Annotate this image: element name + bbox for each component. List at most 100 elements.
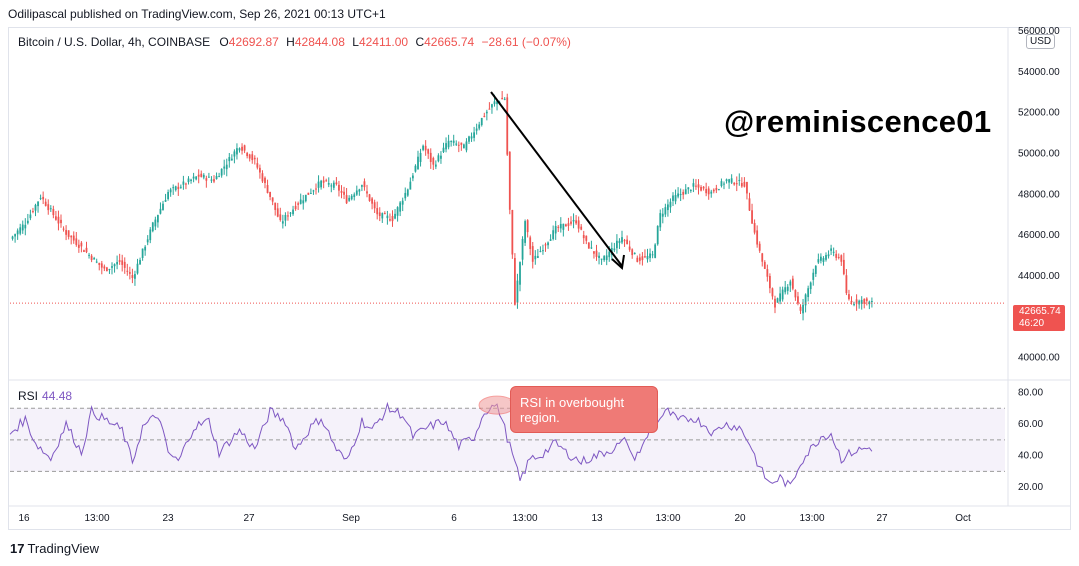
candle-body	[608, 251, 611, 258]
candle-body	[131, 275, 134, 278]
candle-body	[205, 178, 208, 181]
candle-body	[758, 243, 761, 251]
candle-body	[95, 261, 98, 263]
candle-body	[616, 240, 618, 249]
candle-body	[825, 255, 827, 260]
candle-body	[858, 300, 861, 305]
candle-body	[427, 149, 430, 154]
candle-body	[485, 111, 488, 114]
candle-body	[259, 167, 261, 173]
candle-body	[363, 181, 366, 188]
change-value: −28.61 (−0.07%)	[481, 35, 571, 49]
candle-body	[656, 225, 659, 245]
trend-arrow-line	[490, 91, 623, 267]
candle-body	[42, 196, 45, 200]
time-tick-label: Oct	[955, 513, 971, 524]
candle-body	[674, 195, 677, 202]
time-tick-label: 16	[18, 513, 30, 524]
candle-body	[174, 186, 177, 191]
candle-body	[355, 190, 358, 195]
candle-body	[649, 253, 651, 258]
tradingview-footer[interactable]: 17 TradingView	[10, 541, 99, 556]
candle-body	[401, 200, 404, 205]
candle-body	[842, 259, 845, 275]
candle-body	[718, 189, 720, 191]
candle-body	[172, 187, 175, 189]
candle-body	[524, 221, 526, 243]
close-label: C	[415, 35, 425, 49]
candle-body	[804, 294, 807, 306]
candle-body	[233, 151, 236, 157]
annotation-line-2: region.	[520, 410, 560, 425]
candle-body	[276, 208, 279, 217]
candle-body	[348, 197, 351, 201]
candle-body	[373, 202, 376, 209]
candle-body	[44, 201, 47, 206]
candle-body	[593, 251, 595, 254]
candle-body	[761, 253, 764, 262]
brand-name: TradingView	[27, 541, 100, 556]
candle-body	[332, 182, 335, 188]
candle-body	[177, 186, 180, 190]
time-tick-label: 20	[734, 513, 746, 524]
candle-body	[626, 239, 628, 245]
candle-body	[756, 230, 759, 245]
price-tick-label: 54000.00	[1018, 67, 1060, 78]
candle-body	[19, 227, 22, 234]
annotation-callout[interactable]: RSI in overbought region.	[510, 386, 658, 433]
candle-body	[409, 181, 412, 190]
candle-body	[766, 269, 769, 277]
candle-body	[417, 156, 419, 170]
candle-body	[786, 286, 789, 291]
candle-body	[514, 258, 516, 305]
close-value: 42665.74	[424, 35, 475, 49]
candle-body	[289, 212, 292, 214]
candle-body	[197, 174, 200, 177]
candle-body	[123, 261, 126, 268]
candle-body	[633, 252, 636, 254]
candle-body	[710, 191, 713, 194]
candle-body	[582, 235, 585, 239]
candle-body	[126, 270, 129, 272]
candle-body	[661, 213, 664, 217]
candle-body	[383, 213, 386, 215]
candle-body	[144, 246, 147, 251]
candle-body	[47, 204, 50, 211]
candle-body	[807, 288, 810, 298]
last-price-value: 42665.74	[1019, 306, 1061, 317]
candle-body	[322, 180, 325, 183]
candle-body	[575, 220, 577, 224]
candle-body	[712, 189, 715, 192]
price-tick-label: 46000.00	[1018, 230, 1060, 241]
symbol-title: Bitcoin / U.S. Dollar, 4h, COINBASE	[18, 35, 211, 49]
candle-body	[771, 288, 774, 297]
candle-body	[733, 183, 736, 185]
candle-body	[753, 222, 756, 233]
candle-body	[460, 142, 463, 145]
candle-body	[572, 219, 575, 222]
candle-body	[672, 195, 674, 201]
candle-body	[437, 155, 440, 162]
rsi-tick-label: 60.00	[1018, 419, 1043, 430]
candle-body	[394, 213, 396, 219]
candle-body	[521, 238, 524, 260]
candle-body	[49, 208, 52, 210]
candle-body	[848, 294, 850, 300]
candle-body	[223, 166, 226, 169]
candle-body	[559, 223, 562, 229]
candle-body	[65, 230, 67, 235]
currency-button[interactable]: USD	[1026, 34, 1056, 49]
candle-body	[371, 198, 373, 204]
candle-body	[692, 183, 695, 187]
candle-body	[455, 143, 458, 145]
candle-body	[366, 191, 368, 194]
candle-body	[868, 301, 871, 305]
candle-body	[134, 274, 136, 279]
candle-body	[378, 212, 381, 217]
candle-body	[246, 152, 249, 157]
candle-body	[164, 199, 167, 202]
candle-body	[799, 306, 802, 311]
candle-body	[585, 235, 588, 241]
rsi-label: RSI	[18, 389, 39, 403]
